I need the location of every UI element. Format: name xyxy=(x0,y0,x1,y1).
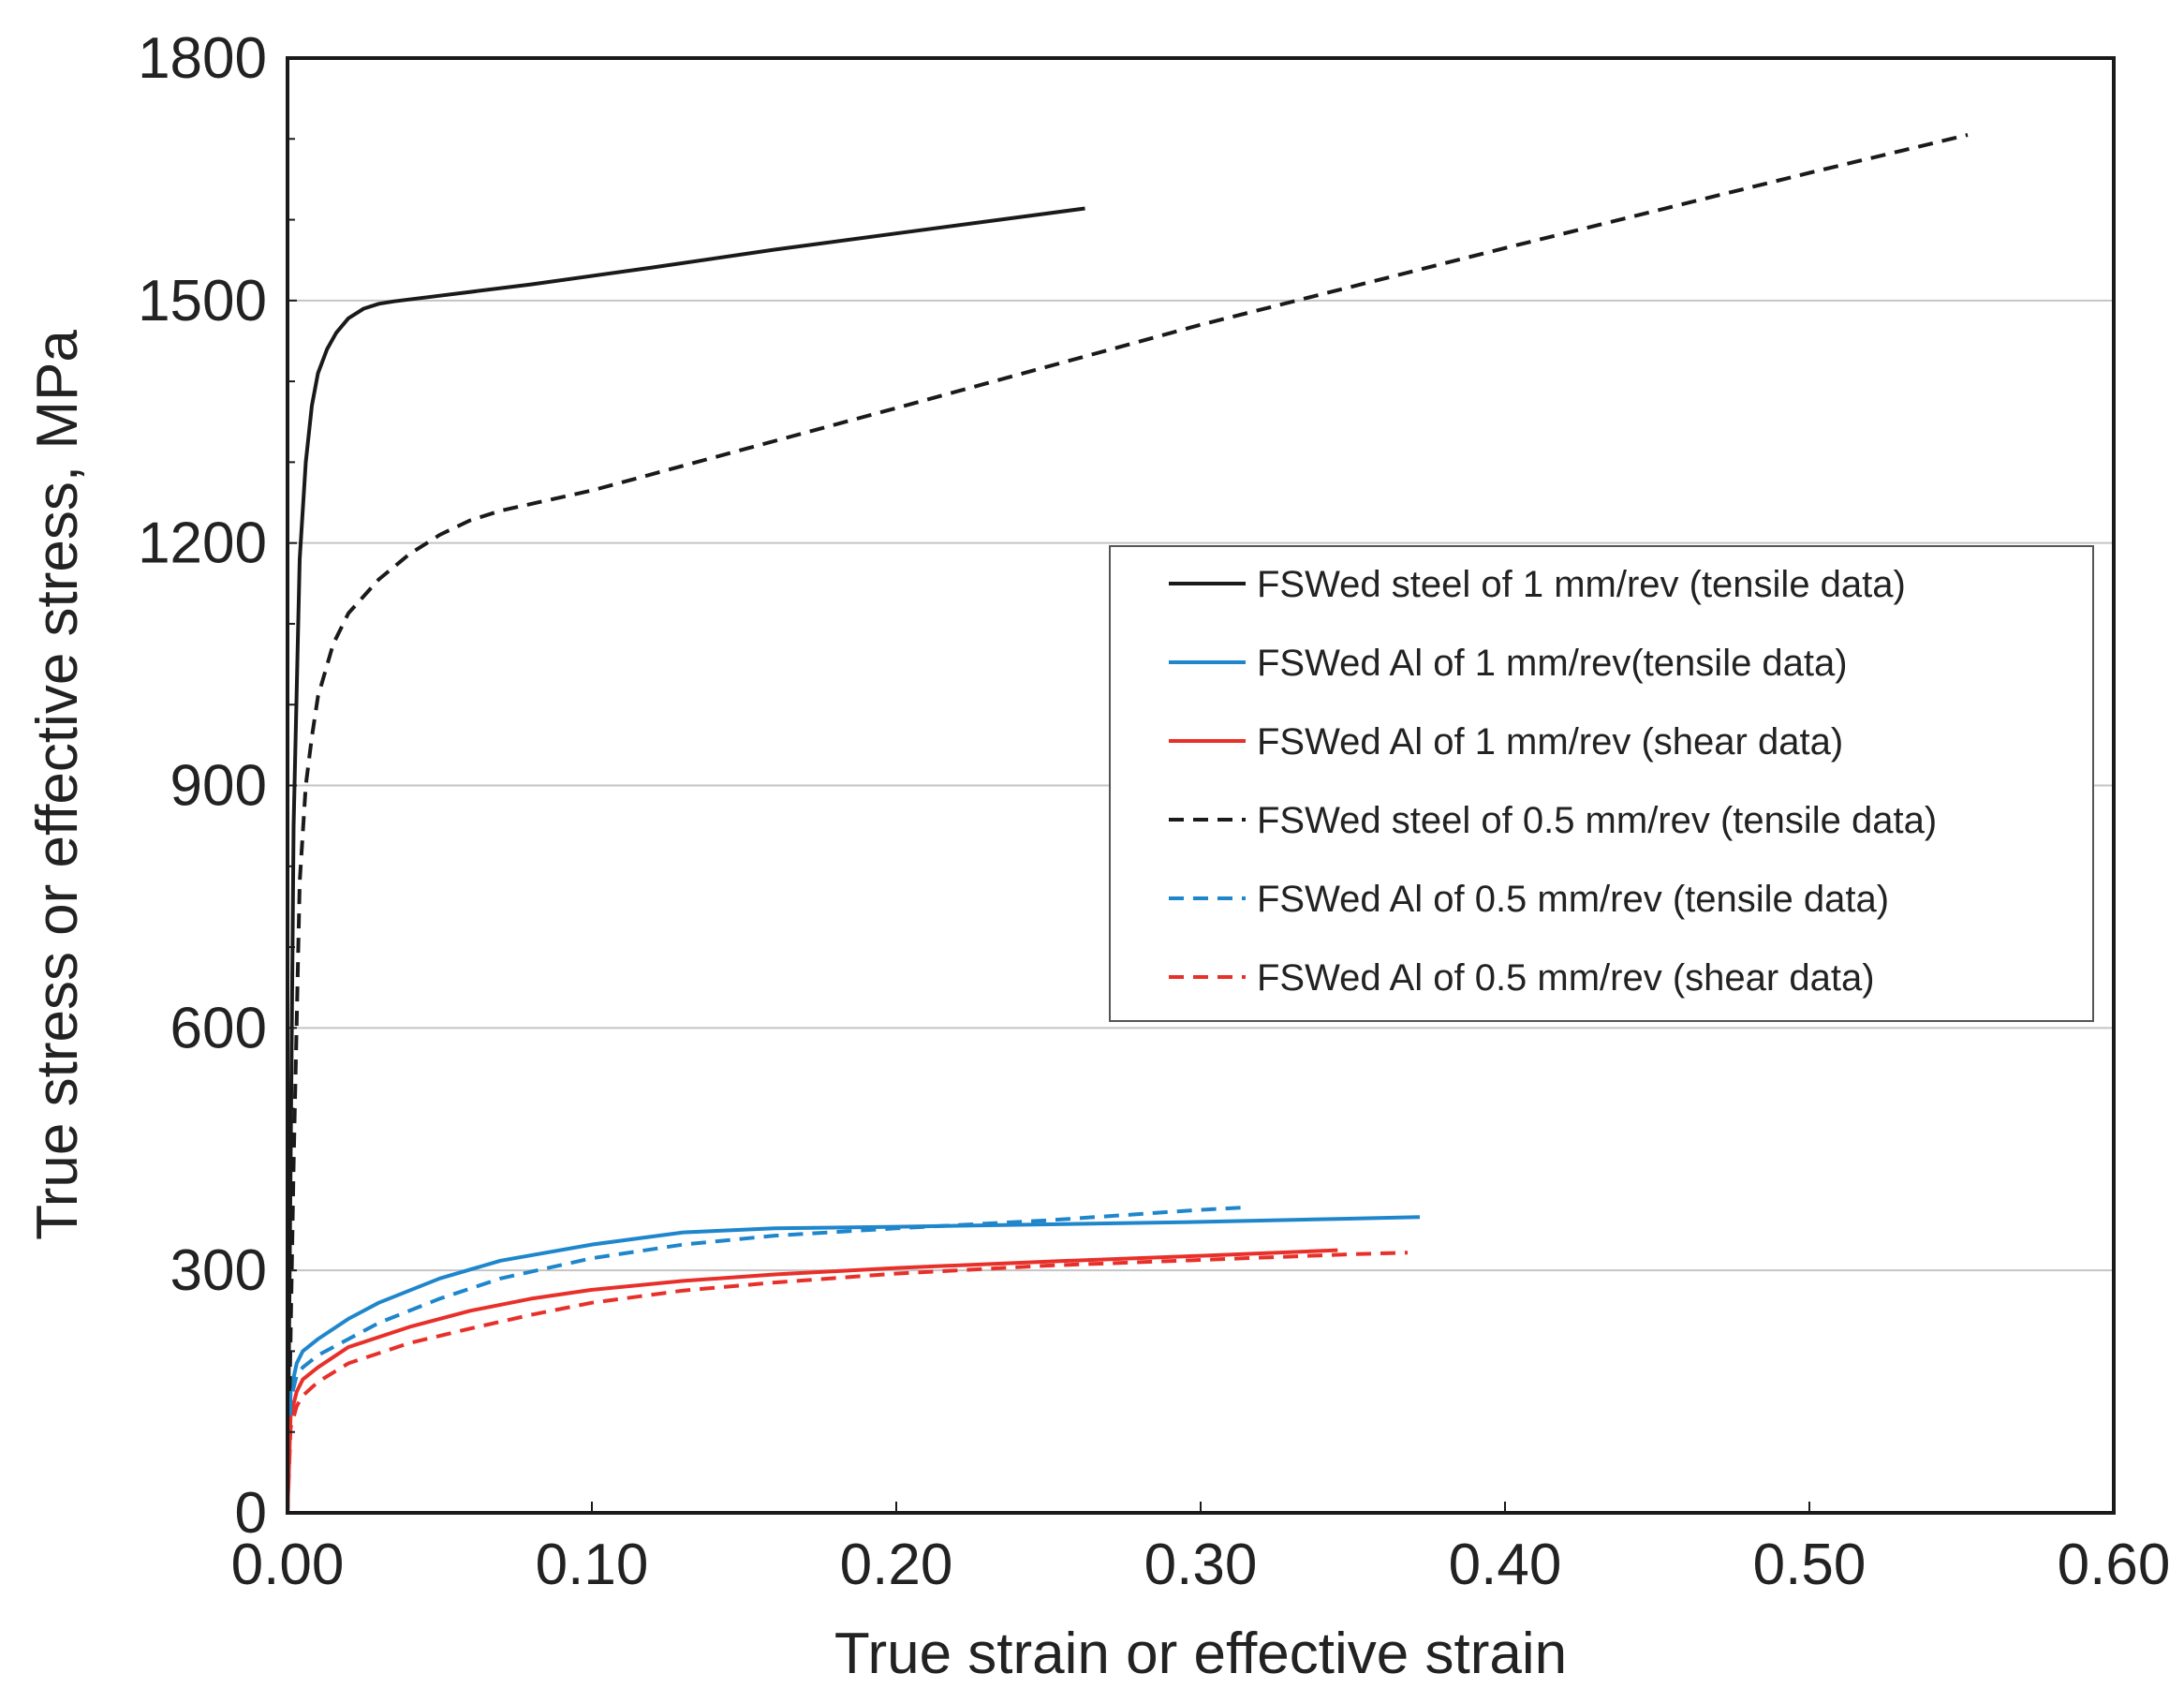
y-tick-label: 1500 xyxy=(138,269,267,333)
legend-label: FSWed Al of 0.5 mm/rev (shear data) xyxy=(1257,957,1875,999)
y-tick-label: 900 xyxy=(170,754,267,819)
x-tick-label: 0.50 xyxy=(1753,1533,1867,1597)
x-tick-label: 0.40 xyxy=(1449,1533,1562,1597)
x-axis-title: True strain or effective strain xyxy=(834,1622,1567,1686)
legend-label: FSWed steel of 0.5 mm/rev (tensile data) xyxy=(1257,800,1937,841)
y-tick-label: 1800 xyxy=(138,26,267,91)
series-line-fswed-al-of-1-mm-rev-shear-data xyxy=(286,1248,1338,1514)
x-tick-label: 0.60 xyxy=(2058,1533,2171,1597)
series-line-fswed-al-of-0-5-mm-rev-tensile-data xyxy=(286,1205,1247,1514)
legend-box xyxy=(1109,545,2094,1022)
legend: FSWed steel of 1 mm/rev (tensile data) FS… xyxy=(1109,545,2094,1022)
x-tick-label: 0.10 xyxy=(536,1533,649,1597)
series-line-fswed-steel-of-1-mm-rev-tensile-data xyxy=(286,206,1085,1514)
y-tick-label: 300 xyxy=(170,1238,267,1303)
x-tick-label: 0.30 xyxy=(1144,1533,1258,1597)
series-line-fswed-al-of-1-mm-rev-tensile-data xyxy=(286,1215,1421,1514)
x-tick-label: 0.20 xyxy=(840,1533,953,1597)
legend-label: FSWed steel of 1 mm/rev (tensile data) xyxy=(1257,564,1906,605)
x-tick-label: 0.00 xyxy=(231,1533,345,1597)
y-tick-label: 600 xyxy=(170,996,267,1060)
legend-label: FSWed Al of 1 mm/rev(tensile data) xyxy=(1257,643,1848,684)
y-axis-title: True stress or effective stress, MPa xyxy=(25,330,90,1240)
legend-label: FSWed Al of 0.5 mm/rev (tensile data) xyxy=(1257,879,1889,920)
series-lines xyxy=(286,133,1969,1514)
y-tick-label: 0 xyxy=(235,1481,267,1546)
x-axis: 0.00 0.10 0.20 0.30 0.40 0.50 0.60 xyxy=(231,1502,2171,1597)
series-line-fswed-steel-of-0-5-mm-rev-tensile-data xyxy=(286,133,1969,1514)
legend-label: FSWed Al of 1 mm/rev (shear data) xyxy=(1257,721,1843,763)
series-line-fswed-al-of-0-5-mm-rev-shear-data xyxy=(286,1251,1409,1514)
y-tick-label: 1200 xyxy=(138,511,267,576)
y-axis: 0 300 600 900 1200 1500 1800 xyxy=(138,26,297,1546)
